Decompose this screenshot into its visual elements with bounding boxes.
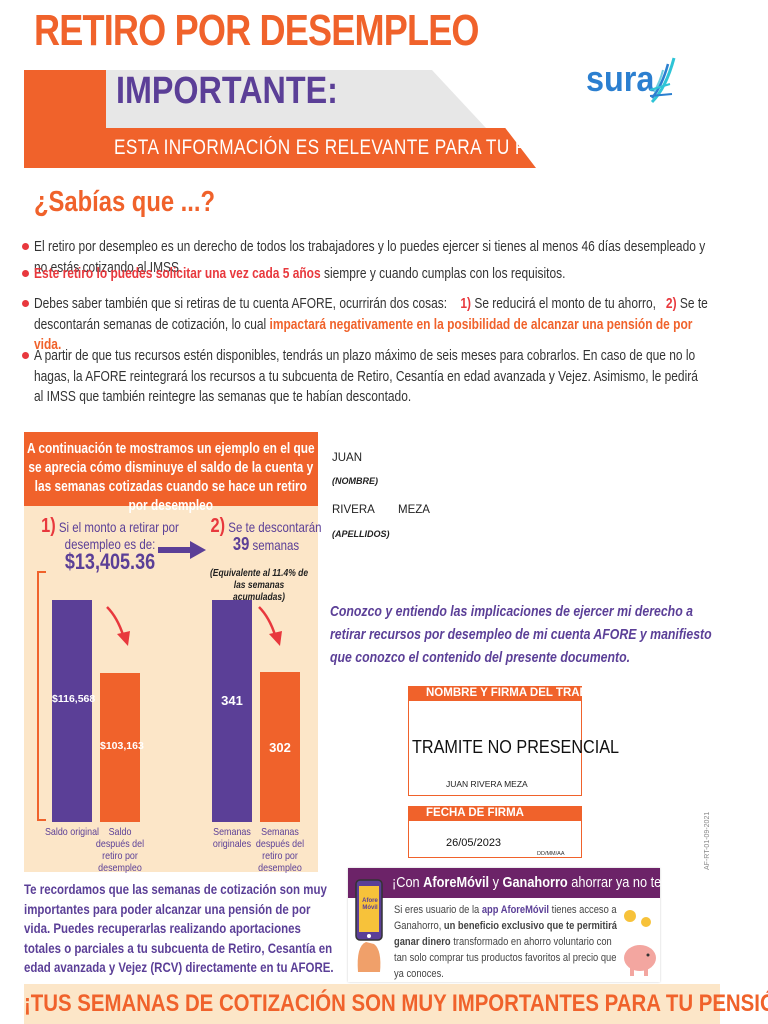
weeks-deducted: 39	[232, 534, 250, 554]
worker-last-name-2: MEZA	[398, 504, 430, 516]
signature-header: NOMBRE Y FIRMA DEL TRABAJADOR	[408, 686, 636, 701]
first-name-caption: (NOMBRE)	[332, 476, 378, 486]
promo-title: ¡Con AforeMóvil y Ganahorro ahorrar ya n…	[392, 874, 706, 891]
step2-note: (Equivalente al 11.4% de las semanas acu…	[209, 568, 309, 603]
step2-number: 2)	[210, 515, 226, 537]
acknowledgement-text: Conozco y entiendo las implicaciones de …	[330, 603, 712, 666]
promo-body-part: app AforeMóvil	[481, 904, 550, 916]
bullet-number: 1)	[460, 296, 472, 312]
bullet-text: A partir de que tus recursos estén dispo…	[34, 348, 698, 405]
bullet-emphasis: Este retiro lo puedes solicitar una vez …	[34, 266, 321, 282]
bar-value-label: 341	[221, 693, 243, 708]
chart-bracket	[37, 571, 46, 821]
promo-title-part: Ganahorro	[502, 874, 568, 891]
date-value: 26/05/2023	[446, 837, 502, 849]
promo-body: Si eres usuario de la app AforeMóvil tie…	[394, 902, 625, 982]
bar-2-2: 302	[260, 672, 300, 822]
sura-logo: sura	[586, 52, 686, 108]
footer-banner: ¡TUS SEMANAS DE COTIZACIÓN SON MUY IMPOR…	[24, 984, 768, 1024]
bullet-text: Debes saber también que si retiras de tu…	[34, 294, 708, 356]
bullet-number: 2)	[665, 296, 677, 312]
subtitle-text: ESTA INFORMACIÓN ES RELEVANTE PARA TU FU…	[114, 136, 590, 159]
step1-text: Si el monto a retirar por desempleo es d…	[58, 519, 179, 552]
step1-label: 1) Si el monto a retirar por desempleo e…	[36, 515, 184, 574]
bullet-text: Este retiro lo puedes solicitar una vez …	[34, 264, 708, 285]
bullet-emphasis: impactará negativamente en la posibilida…	[34, 316, 693, 354]
logo-wordmark: sura	[586, 58, 655, 99]
promo-body-part: Si eres usuario de la	[394, 904, 482, 916]
bullet-text-part: Debes saber también que si retiras de tu…	[34, 296, 448, 312]
important-heading: IMPORTANTE:	[116, 70, 338, 112]
bullet-item: Este retiro lo puedes solicitar una vez …	[22, 264, 722, 285]
bullet-text-part: Se reducirá el monto de tu ahorro,	[471, 296, 656, 312]
app-badge: Afore Móvil	[362, 898, 378, 911]
bullet-text-rest: siempre y cuando cumplas con los requisi…	[320, 266, 566, 282]
step1-number: 1)	[41, 515, 56, 537]
worker-last-name-1: RIVERA	[332, 504, 375, 516]
bar-value-label: $116,568	[52, 693, 96, 705]
phone-app-icon	[355, 879, 383, 972]
document-code: AF-RT-01-09-2021	[704, 811, 711, 870]
promo-title-part: AforeMóvil	[423, 874, 490, 891]
arrow-right-icon	[158, 541, 206, 559]
category-label: Semanas originales	[212, 826, 252, 850]
footer-text: ¡TUS SEMANAS DE COTIZACIÓN SON MUY IMPOR…	[24, 990, 768, 1017]
bullet-text-part: Se te descontarán semanas de cotización,…	[34, 296, 708, 333]
promo-body-part: un beneficio exclusivo que te permitirá …	[394, 920, 617, 948]
promo-title-part: ahorrar ya no te cuesta!	[567, 874, 706, 891]
example-header-text: A continuación te mostramos un ejemplo e…	[26, 441, 315, 514]
step2-text: Se te descontarán	[228, 519, 322, 535]
bullet-dot-icon	[22, 300, 29, 307]
bar-value-label: 302	[269, 740, 291, 755]
logo-wing-icon	[649, 57, 676, 104]
bullet-dot-icon	[22, 270, 29, 277]
category-label: Semanas después del retiro por desempleo	[255, 826, 305, 874]
bar-value-label: $103,163	[100, 740, 144, 752]
subtitle-banner	[24, 128, 536, 168]
example-panel-header: A continuación te mostramos un ejemplo e…	[24, 432, 318, 514]
withdrawal-amount: $13,405.36	[64, 549, 156, 574]
signature-box	[408, 686, 582, 796]
step2-text: semanas	[252, 537, 300, 553]
promo-title-part: y	[489, 874, 503, 891]
worker-first-name: JUAN	[332, 452, 363, 464]
bullet-item: Debes saber también que si retiras de tu…	[22, 294, 722, 356]
reminder-text: Te recordamos que las semanas de cotizac…	[24, 881, 334, 975]
signature-value: TRAMITE NO PRESENCIAL	[412, 737, 620, 757]
category-label: Saldo después del retiro por desempleo	[95, 826, 145, 874]
decrease-arrow-icon	[106, 606, 130, 646]
bullet-text: El retiro por desempleo es un derecho de…	[34, 239, 706, 276]
step2-label: 2) Se te descontarán 39 semanas	[209, 515, 324, 554]
bar-2-1: 341	[212, 600, 252, 822]
promo-header: ¡Con AforeMóvil y Ganahorro ahorrar ya n…	[348, 868, 706, 898]
promo-title-part: ¡Con	[392, 874, 424, 891]
bullet-dot-icon	[22, 352, 29, 359]
section-heading: ¿Sabías que ...?	[34, 186, 216, 218]
bullet-item: A partir de que tus recursos estén dispo…	[22, 346, 722, 408]
bullet-dot-icon	[22, 243, 29, 250]
decrease-arrow-icon	[258, 606, 282, 646]
promo-body-part: transformado en ahorro voluntario con ta…	[394, 936, 617, 980]
piggy-bank-icon	[624, 910, 656, 976]
bar-1-1: $116,568	[52, 600, 96, 822]
important-banner-accent	[24, 70, 106, 128]
date-format: DD/MM/AA	[537, 851, 565, 857]
bullet-item: El retiro por desempleo es un derecho de…	[22, 237, 722, 278]
bar-1-2: $103,163	[100, 673, 144, 822]
promo-body-part: tienes acceso a Ganahorro,	[394, 904, 617, 932]
last-name-caption: (APELLIDOS)	[332, 529, 390, 539]
document-title: RETIRO POR DESEMPLEO	[34, 6, 480, 55]
date-header: FECHA DE FIRMA	[408, 806, 582, 821]
signature-name: JUAN RIVERA MEZA	[446, 779, 528, 789]
important-banner-bg	[100, 70, 486, 128]
category-label: Saldo original	[44, 826, 100, 838]
